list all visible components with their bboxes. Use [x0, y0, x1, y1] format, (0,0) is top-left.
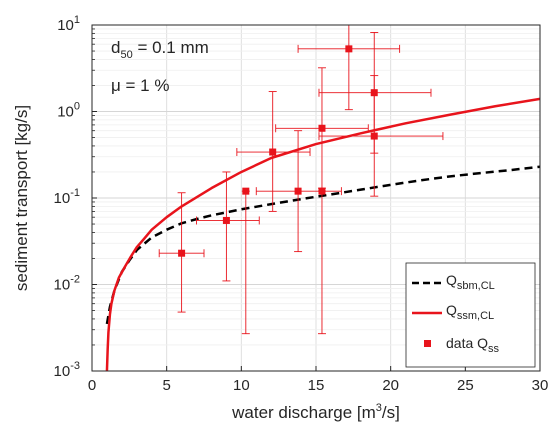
y-tick-label: 10-2 [54, 274, 80, 294]
data-point-marker [345, 45, 353, 53]
annotation-mu: μ = 1 % [111, 76, 169, 95]
x-tick-label: 15 [308, 377, 325, 394]
x-axis-label-sup: 3 [376, 402, 382, 414]
data-points [158, 24, 444, 335]
data-point-group [317, 187, 326, 335]
data-point-marker [318, 187, 326, 195]
data-point-group [318, 75, 444, 197]
x-tick-label: 30 [532, 377, 549, 394]
data-point-marker [222, 216, 230, 224]
legend-swatch-data [424, 340, 431, 347]
series-layer [105, 97, 541, 372]
data-point-marker [178, 249, 186, 257]
y-axis-label: sediment transport [kg/s] [12, 105, 31, 291]
data-point-marker [370, 132, 378, 140]
series-line-qssm [105, 97, 541, 372]
y-tick-label: 10-1 [54, 187, 80, 207]
legend: Qsbm,CL Qssm,CL data Qss [405, 262, 536, 368]
x-tick-label: 10 [233, 377, 250, 394]
x-tick-label: 0 [88, 377, 96, 394]
data-point-marker [318, 124, 326, 132]
x-axis-label: water discharge [m3/s] [231, 402, 400, 422]
series-line-qsbm [105, 165, 541, 325]
annotation-d50: d50 = 0.1 mm [111, 38, 209, 61]
legend-label-data: data Qss [446, 335, 500, 355]
y-tick-label: 101 [57, 14, 80, 34]
legend-box [405, 262, 536, 368]
legend-label-qsbm: Qsbm,CL [446, 272, 495, 292]
data-point-group [196, 171, 260, 282]
y-tick-label: 10-3 [54, 360, 80, 380]
x-tick-label: 5 [162, 377, 170, 394]
data-point-marker [294, 187, 302, 195]
y-tick-label: 100 [57, 101, 80, 121]
data-point-group [241, 187, 250, 335]
ticks: 0 5 10 15 20 25 30 10-3 10-2 10-1 100 101 [54, 14, 549, 394]
data-point-group [158, 192, 205, 313]
data-point-marker [269, 148, 277, 156]
data-point-marker [242, 187, 250, 195]
data-point-group [297, 24, 401, 111]
x-tick-label: 20 [382, 377, 399, 394]
x-tick-label: 25 [457, 377, 474, 394]
data-point-group [255, 130, 342, 253]
legend-label-qssm: Qssm,CL [446, 302, 494, 322]
